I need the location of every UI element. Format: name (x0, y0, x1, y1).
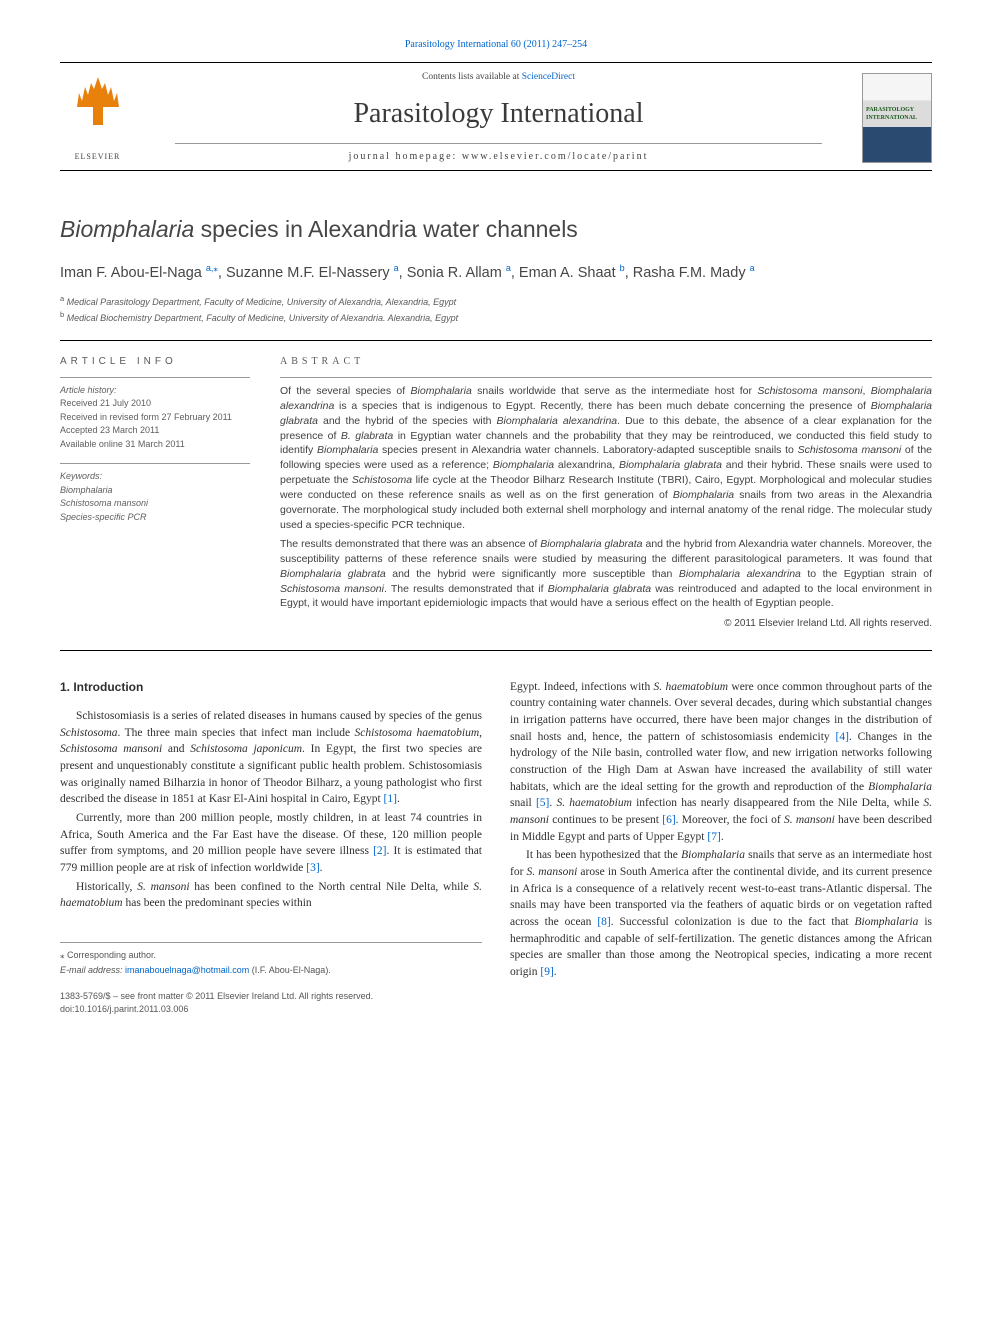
doi-line[interactable]: doi:10.1016/j.parint.2011.03.006 (60, 1003, 482, 1016)
keyword: Schistosoma mansoni (60, 497, 250, 511)
body-paragraph: Historically, S. mansoni has been confin… (60, 879, 482, 912)
homepage-prefix: journal homepage: (349, 151, 462, 162)
keywords-label: Keywords: (60, 470, 250, 484)
contents-line: Contents lists available at ScienceDirec… (135, 71, 862, 84)
paper-title: Biomphalaria species in Alexandria water… (60, 213, 932, 245)
history-label: Article history: (60, 384, 250, 398)
journal-header: ELSEVIER Contents lists available at Sci… (60, 62, 932, 171)
article-info: article info Article history: Received 2… (60, 355, 250, 632)
history-line: Accepted 23 March 2011 (60, 424, 250, 438)
info-heading: article info (60, 355, 250, 369)
homepage-url[interactable]: www.elsevier.com/locate/parint (462, 151, 649, 162)
corr-email[interactable]: imanabouelnaga@hotmail.com (125, 965, 249, 975)
body-paragraph: It has been hypothesized that the Biomph… (510, 847, 932, 980)
cover-label: PARASITOLOGY INTERNATIONAL (866, 106, 931, 123)
email-label: E-mail address: (60, 965, 123, 975)
author[interactable]: Eman A. Shaat b (519, 265, 625, 281)
affiliation: b Medical Biochemistry Department, Facul… (60, 309, 932, 326)
keyword: Biomphalaria (60, 484, 250, 498)
homepage-line: journal homepage: www.elsevier.com/locat… (175, 143, 822, 164)
article-history: Article history: Received 21 July 2010Re… (60, 377, 250, 452)
author[interactable]: Sonia R. Allam a (407, 265, 511, 281)
divider (60, 340, 932, 341)
keyword: Species-specific PCR (60, 511, 250, 525)
corresponding-footnote: ⁎ Corresponding author. E-mail address: … (60, 942, 482, 976)
corr-email-line: E-mail address: imanabouelnaga@hotmail.c… (60, 964, 482, 977)
journal-cover-icon[interactable]: PARASITOLOGY INTERNATIONAL (862, 73, 932, 163)
issn-line: 1383-5769/$ – see front matter © 2011 El… (60, 990, 482, 1003)
contents-prefix: Contents lists available at (422, 72, 522, 82)
email-person: (I.F. Abou-El-Naga). (252, 965, 331, 975)
abstract-p2: The results demonstrated that there was … (280, 537, 932, 612)
body-paragraph: Egypt. Indeed, infections with S. haemat… (510, 679, 932, 846)
author[interactable]: Suzanne M.F. El-Nassery a (226, 265, 399, 281)
elsevier-label: ELSEVIER (75, 151, 121, 162)
right-column: Egypt. Indeed, infections with S. haemat… (510, 679, 932, 1017)
affiliations: a Medical Parasitology Department, Facul… (60, 293, 932, 326)
body-columns: 1. Introduction Schistosomiasis is a ser… (60, 679, 932, 1017)
journal-name: Parasitology International (135, 94, 862, 133)
keywords-block: Keywords: BiomphalariaSchistosoma manson… (60, 463, 250, 524)
journal-citation[interactable]: Parasitology International 60 (2011) 247… (60, 38, 932, 52)
author-list: Iman F. Abou-El-Naga a,⁎, Suzanne M.F. E… (60, 262, 932, 283)
header-center: Contents lists available at ScienceDirec… (135, 71, 862, 164)
left-column: 1. Introduction Schistosomiasis is a ser… (60, 679, 482, 1017)
history-line: Received in revised form 27 February 201… (60, 411, 250, 425)
body-paragraph: Schistosomiasis is a series of related d… (60, 708, 482, 808)
abstract-p1: Of the several species of Biomphalaria s… (280, 384, 932, 533)
elsevier-tree-icon (71, 73, 125, 149)
affiliation: a Medical Parasitology Department, Facul… (60, 293, 932, 310)
bottom-meta: 1383-5769/$ – see front matter © 2011 El… (60, 990, 482, 1016)
abstract: abstract Of the several species of Biomp… (280, 355, 932, 632)
author[interactable]: Iman F. Abou-El-Naga a,⁎ (60, 265, 218, 281)
abstract-copyright: © 2011 Elsevier Ireland Ltd. All rights … (280, 617, 932, 631)
abstract-heading: abstract (280, 355, 932, 369)
corr-label: ⁎ Corresponding author. (60, 949, 482, 962)
sciencedirect-link[interactable]: ScienceDirect (522, 72, 575, 82)
history-line: Received 21 July 2010 (60, 397, 250, 411)
elsevier-logo[interactable]: ELSEVIER (60, 75, 135, 160)
section-1-heading: 1. Introduction (60, 679, 482, 696)
history-line: Available online 31 March 2011 (60, 438, 250, 452)
author[interactable]: Rasha F.M. Mady a (633, 265, 755, 281)
body-paragraph: Currently, more than 200 million people,… (60, 810, 482, 877)
divider-thick (60, 650, 932, 651)
